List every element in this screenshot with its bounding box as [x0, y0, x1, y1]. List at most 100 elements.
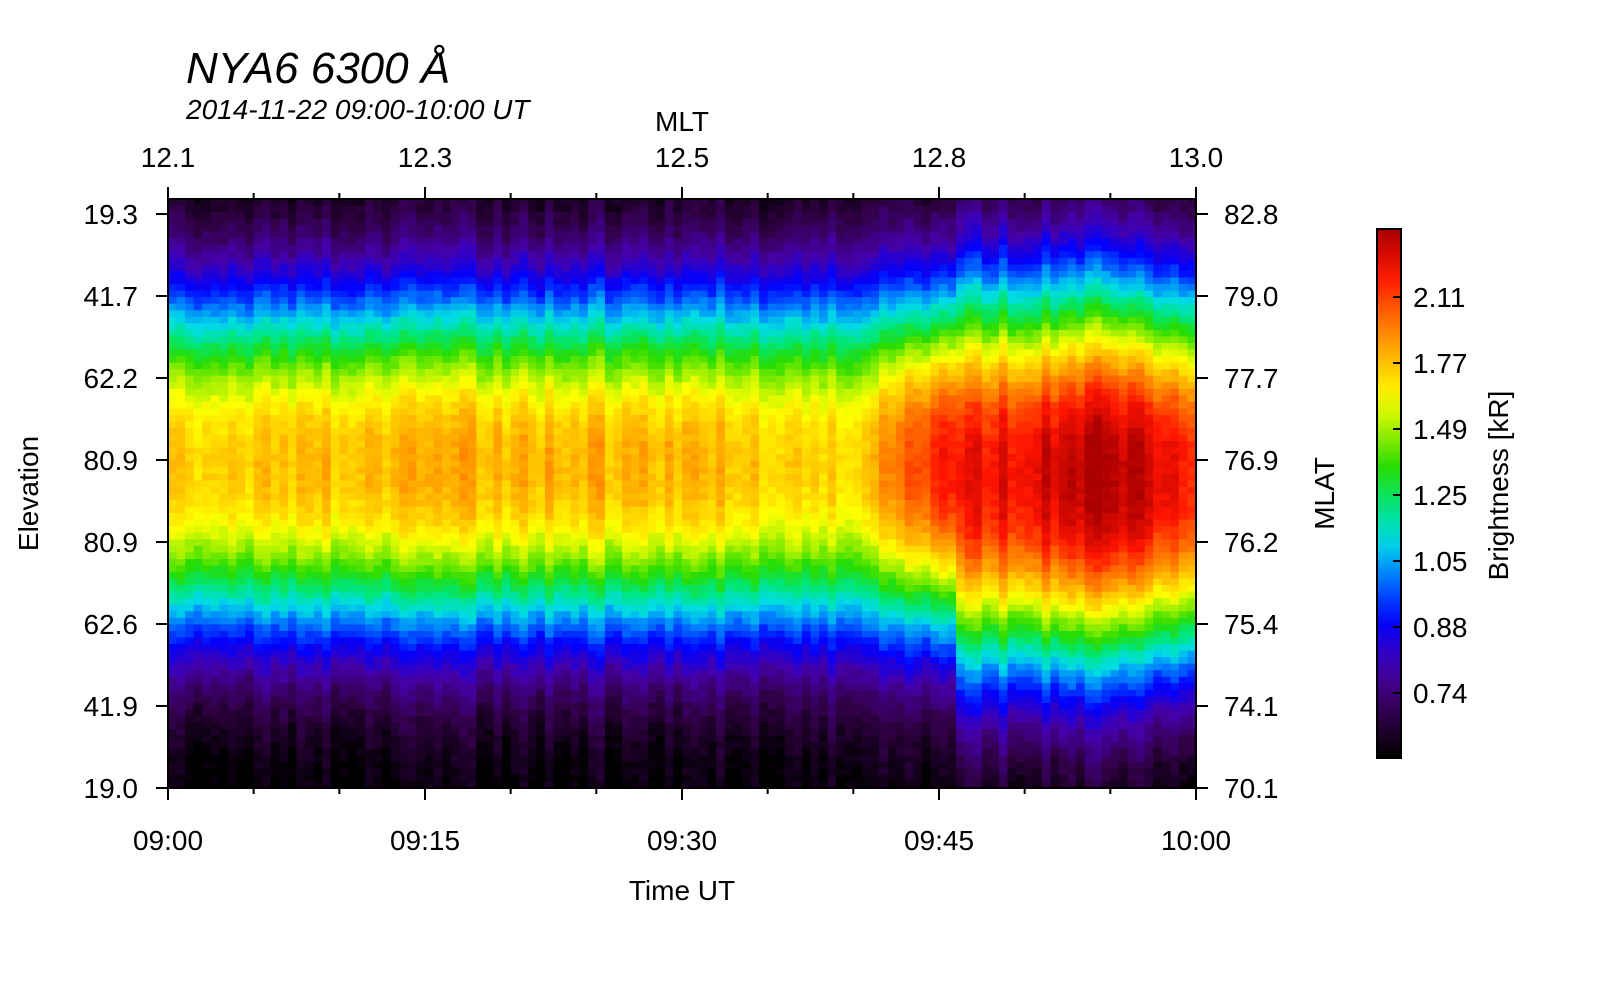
heatmap-cell: [322, 722, 332, 730]
heatmap-cell: [287, 735, 298, 743]
heatmap-cell: [570, 408, 580, 416]
heatmap-cell: [484, 362, 495, 370]
heatmap-cell: [630, 310, 640, 318]
heatmap-cell: [562, 199, 572, 207]
heatmap-cell: [296, 604, 306, 612]
heatmap-cell: [544, 257, 555, 266]
heatmap-cell: [262, 349, 272, 357]
heatmap-cell: [176, 356, 186, 364]
heatmap-cell: [519, 526, 529, 534]
heatmap-cell: [296, 755, 306, 763]
heatmap-cell: [185, 414, 195, 423]
heatmap-cell: [544, 781, 555, 789]
heatmap-cell: [262, 277, 272, 285]
heatmap-cell: [322, 225, 332, 233]
heatmap-cell: [467, 676, 477, 684]
heatmap-cell: [305, 644, 315, 652]
heatmap-cell: [630, 670, 640, 678]
heatmap-cell: [587, 598, 597, 606]
heatmap-cell: [450, 657, 460, 665]
heatmap-cell: [570, 251, 580, 259]
heatmap-cell: [305, 323, 315, 331]
heatmap-cell: [442, 218, 452, 226]
heatmap-cell: [553, 539, 563, 547]
heatmap-cell: [613, 735, 623, 743]
heatmap-cell: [596, 493, 606, 501]
heatmap-cell: [493, 676, 503, 684]
heatmap-cell: [467, 382, 477, 390]
heatmap-cell: [587, 349, 597, 357]
heatmap-cell: [639, 199, 649, 207]
heatmap-cell: [313, 493, 323, 501]
heatmap-cell: [296, 650, 306, 658]
heatmap-cell: [562, 356, 572, 364]
heatmap-cell: [373, 539, 383, 547]
heatmap-cell: [287, 441, 298, 449]
heatmap-cell: [510, 729, 520, 737]
heatmap-cell: [236, 244, 246, 252]
heatmap-cell: [587, 480, 597, 488]
heatmap-cell: [622, 342, 632, 351]
heatmap-cell: [347, 617, 358, 625]
heatmap-cell: [433, 336, 443, 344]
heatmap-cell: [236, 755, 246, 763]
heatmap-cell: [382, 310, 392, 318]
heatmap-cell: [519, 761, 529, 769]
heatmap-cell: [442, 244, 452, 252]
heatmap-cell: [596, 375, 606, 383]
heatmap-cell: [579, 539, 589, 547]
heatmap-cell: [365, 565, 375, 573]
heatmap-cell: [287, 290, 298, 298]
heatmap-cell: [476, 454, 486, 462]
heatmap-cell: [390, 519, 400, 527]
heatmap-cell: [562, 421, 572, 429]
heatmap-cell: [236, 336, 246, 344]
heatmap-cell: [382, 709, 392, 717]
heatmap-cell: [407, 539, 418, 547]
heatmap-cell: [442, 742, 452, 750]
heatmap-cell: [339, 702, 349, 711]
heatmap-cell: [493, 212, 503, 220]
heatmap-cell: [219, 526, 229, 534]
heatmap-cell: [450, 689, 460, 697]
heatmap-cell: [227, 774, 238, 783]
heatmap-cell: [365, 545, 375, 553]
heatmap-cell: [519, 257, 529, 266]
heatmap-cell: [356, 644, 366, 652]
heatmap-cell: [399, 428, 409, 436]
heatmap-cell: [407, 323, 418, 331]
heatmap-cell: [562, 696, 572, 704]
heatmap-cell: [579, 722, 589, 730]
heatmap-cell: [305, 513, 315, 521]
heatmap-cell: [236, 506, 246, 514]
heatmap-cell: [219, 598, 229, 606]
heatmap-cell: [245, 755, 255, 763]
heatmap-cell: [502, 637, 512, 645]
heatmap-cell: [356, 408, 366, 416]
heatmap-cell: [510, 441, 520, 449]
heatmap-cell: [442, 532, 452, 540]
heatmap-cell: [210, 388, 220, 396]
heatmap-cell: [287, 526, 298, 534]
heatmap-cell: [502, 598, 512, 606]
heatmap-cell: [365, 663, 375, 671]
heatmap-cell: [630, 565, 640, 573]
heatmap-cell: [176, 729, 186, 737]
heatmap-cell: [579, 225, 589, 233]
heatmap-cell: [356, 290, 366, 298]
heatmap-cell: [382, 729, 392, 737]
heatmap-cell: [236, 388, 246, 396]
heatmap-cell: [467, 742, 477, 750]
heatmap-cell: [382, 748, 392, 756]
heatmap-cell: [613, 558, 623, 567]
heatmap-cell: [425, 460, 435, 468]
heatmap-cell: [493, 768, 503, 776]
heatmap-cell: [510, 578, 520, 586]
heatmap-cell: [382, 722, 392, 730]
heatmap-cell: [270, 637, 280, 645]
heatmap-cell: [544, 199, 555, 207]
heatmap-cell: [262, 722, 272, 730]
heatmap-cell: [168, 473, 178, 482]
heatmap-cell: [236, 460, 246, 468]
heatmap-cell: [519, 238, 529, 246]
